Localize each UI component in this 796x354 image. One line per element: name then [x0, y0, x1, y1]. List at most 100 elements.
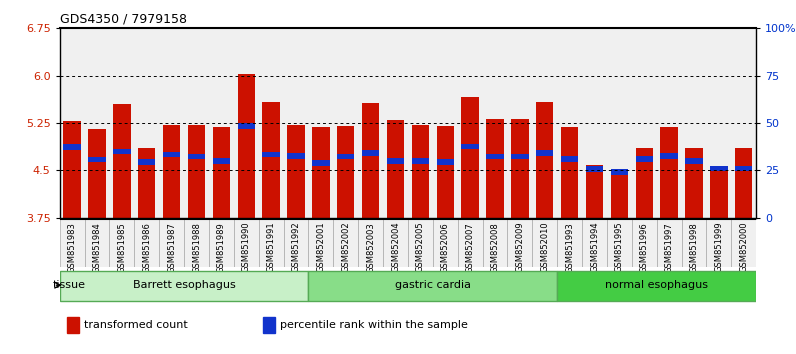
Bar [635, 148, 653, 218]
Bar [259, 219, 283, 267]
Bar [657, 219, 681, 267]
Text: percentile rank within the sample: percentile rank within the sample [280, 320, 468, 330]
Bar [337, 154, 354, 159]
Bar [113, 104, 131, 218]
Bar [586, 166, 603, 172]
Bar [511, 154, 529, 159]
Text: GSM852009: GSM852009 [515, 222, 525, 273]
Bar [433, 219, 458, 267]
Bar [64, 144, 81, 150]
Text: GSM852005: GSM852005 [416, 222, 425, 273]
Text: GSM851997: GSM851997 [665, 222, 673, 273]
Text: Barrett esophagus: Barrett esophagus [133, 280, 236, 290]
Bar [412, 125, 429, 218]
Bar [237, 123, 255, 129]
Bar [184, 28, 209, 218]
Bar [234, 219, 259, 267]
Bar [732, 219, 756, 267]
Bar [408, 219, 433, 267]
Bar [362, 150, 380, 155]
Bar [433, 28, 458, 218]
Bar [263, 317, 275, 333]
Bar [632, 28, 657, 218]
Bar [159, 28, 184, 218]
Bar [458, 219, 482, 267]
Text: gastric cardia: gastric cardia [395, 280, 470, 290]
Text: GSM852008: GSM852008 [490, 222, 500, 273]
Text: GSM851987: GSM851987 [167, 222, 176, 273]
Bar [412, 158, 429, 164]
Bar [283, 28, 308, 218]
Bar [582, 219, 607, 267]
Bar [507, 28, 533, 218]
Bar [632, 219, 657, 267]
Bar [710, 166, 728, 171]
Bar [184, 219, 209, 267]
Text: GSM851985: GSM851985 [117, 222, 127, 273]
Bar [685, 148, 703, 218]
Text: GSM852000: GSM852000 [739, 222, 748, 273]
Bar [611, 172, 628, 218]
Text: GSM852006: GSM852006 [441, 222, 450, 273]
Text: GSM852002: GSM852002 [341, 222, 350, 273]
Bar [109, 28, 135, 218]
Bar [287, 153, 305, 159]
Bar [611, 170, 628, 175]
Text: tissue: tissue [53, 280, 85, 290]
Bar [188, 125, 205, 218]
Text: GSM852007: GSM852007 [466, 222, 474, 273]
Text: GSM851986: GSM851986 [142, 222, 151, 273]
Bar [706, 28, 732, 218]
Bar [237, 74, 255, 218]
Text: GSM851998: GSM851998 [689, 222, 699, 273]
Bar [706, 219, 732, 267]
Bar [533, 28, 557, 218]
Bar [436, 126, 454, 218]
Bar [681, 219, 706, 267]
Bar [557, 28, 582, 218]
Text: GSM851999: GSM851999 [714, 222, 724, 273]
Bar [308, 219, 334, 267]
Bar [163, 152, 181, 158]
Text: GSM851996: GSM851996 [640, 222, 649, 273]
Bar [88, 129, 106, 218]
Bar [287, 125, 305, 218]
Bar [661, 127, 678, 218]
Bar [209, 219, 234, 267]
Bar [482, 219, 507, 267]
FancyBboxPatch shape [557, 271, 756, 301]
Bar [383, 219, 408, 267]
Bar [263, 152, 280, 158]
Bar [60, 219, 84, 267]
Bar [358, 28, 383, 218]
Bar [84, 219, 109, 267]
Bar [135, 28, 159, 218]
Bar [209, 28, 234, 218]
Bar [387, 120, 404, 218]
Bar [308, 28, 334, 218]
Bar [113, 149, 131, 154]
Bar [234, 28, 259, 218]
Text: GSM851992: GSM851992 [291, 222, 301, 273]
Bar [259, 28, 283, 218]
Text: GSM851989: GSM851989 [217, 222, 226, 273]
Bar [312, 127, 330, 218]
Bar [383, 28, 408, 218]
Text: GSM852004: GSM852004 [391, 222, 400, 273]
Bar [458, 28, 482, 218]
Bar [163, 125, 181, 218]
Bar [735, 166, 752, 171]
Bar [486, 154, 504, 159]
Bar [67, 317, 80, 333]
Bar [60, 28, 84, 218]
Text: GSM851990: GSM851990 [242, 222, 251, 273]
Bar [561, 156, 579, 162]
Text: GSM852010: GSM852010 [540, 222, 549, 273]
Bar [462, 97, 479, 218]
Text: transformed count: transformed count [84, 320, 188, 330]
Bar [536, 102, 553, 218]
Text: GSM851995: GSM851995 [615, 222, 624, 273]
Text: GSM851984: GSM851984 [92, 222, 102, 273]
Bar [661, 153, 678, 159]
Text: GSM851991: GSM851991 [267, 222, 275, 273]
